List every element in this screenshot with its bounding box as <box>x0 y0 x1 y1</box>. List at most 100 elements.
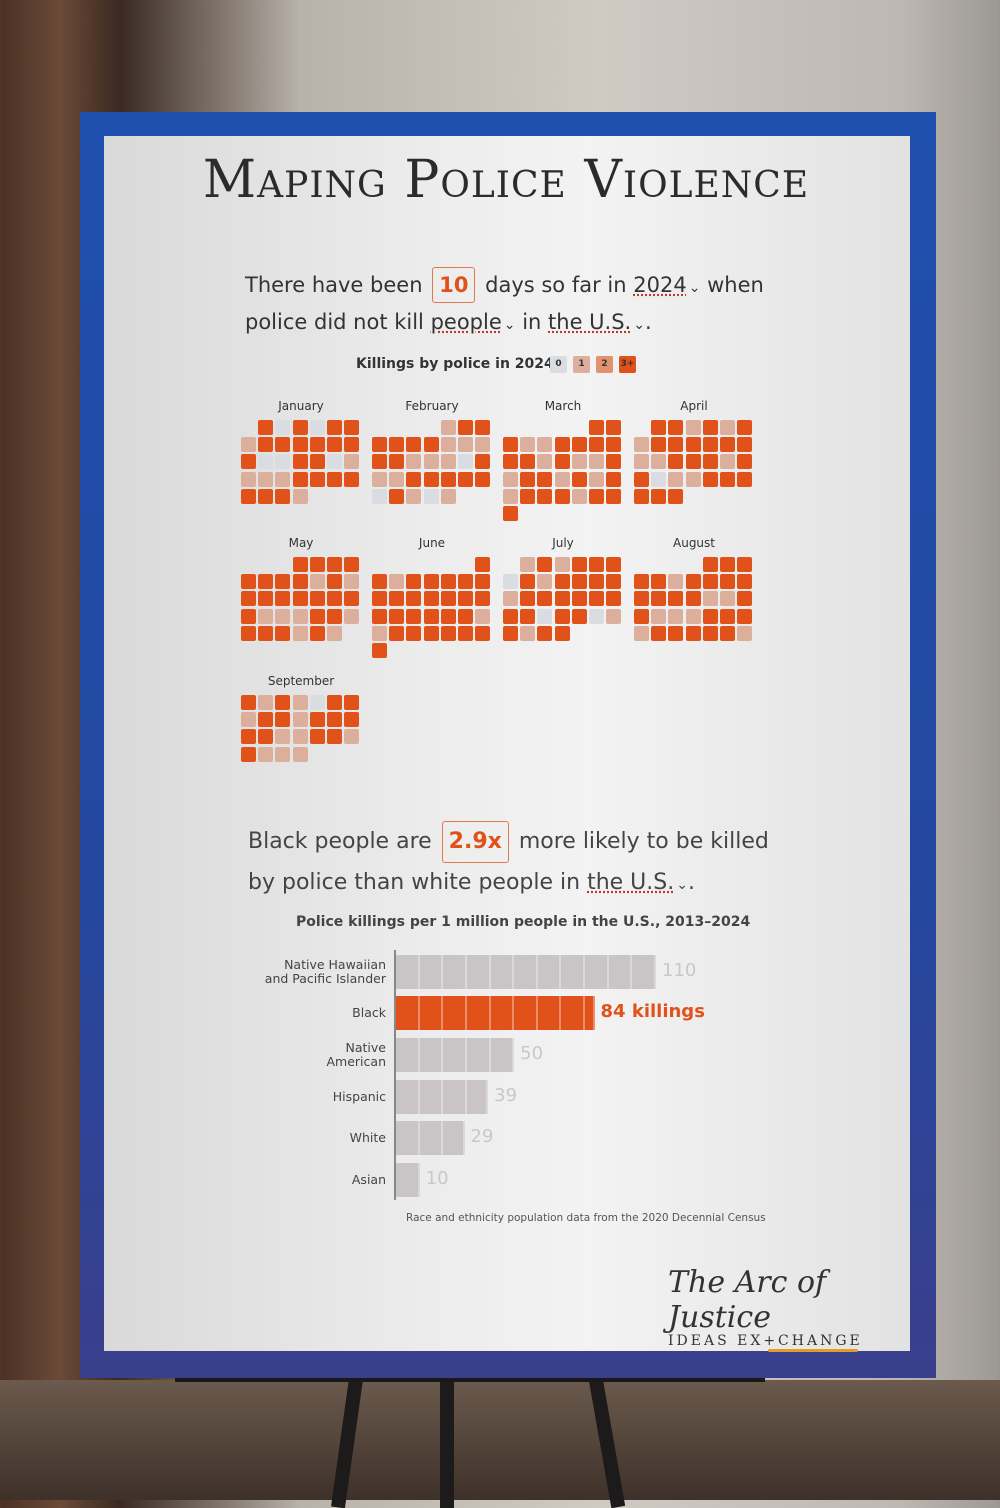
day-cell <box>606 591 622 607</box>
day-cell <box>634 454 649 470</box>
day-cell <box>372 625 387 641</box>
bar-segment <box>467 1038 491 1072</box>
day-cell <box>292 608 308 624</box>
people-dropdown[interactable]: people <box>430 310 502 334</box>
bar-segment <box>420 1038 444 1072</box>
day-cell <box>241 437 256 453</box>
value-label: 110 <box>662 960 697 981</box>
day-cell <box>406 625 422 641</box>
day-cell <box>520 591 536 607</box>
bar-segment <box>632 955 656 989</box>
day-cell <box>503 591 518 607</box>
day-cell <box>720 557 735 572</box>
day-cell <box>737 471 753 487</box>
day-cell <box>241 746 256 762</box>
day-cell <box>292 746 308 762</box>
bar-segment <box>443 955 467 989</box>
day-cell <box>344 557 360 572</box>
place-dropdown[interactable]: the U.S. <box>587 870 675 895</box>
day-cell <box>537 488 553 504</box>
bar-segment <box>396 1121 420 1155</box>
chevron-down-icon[interactable]: ⌄ <box>688 280 701 296</box>
day-cell <box>458 420 473 435</box>
chevron-down-icon[interactable]: ⌄ <box>503 317 516 333</box>
day-cell <box>651 471 667 487</box>
day-cell <box>554 557 570 572</box>
day-cell <box>606 557 622 572</box>
day-cell <box>720 608 735 624</box>
day-cell <box>571 608 587 624</box>
day-cell <box>423 608 439 624</box>
day-cell <box>440 608 456 624</box>
day-cell <box>258 471 274 487</box>
bar-segment <box>491 1038 515 1072</box>
day-cell <box>651 625 667 641</box>
day-cell <box>344 729 360 745</box>
day-cell <box>537 625 553 641</box>
day-cell <box>520 625 536 641</box>
day-cell <box>423 437 439 453</box>
day-cell <box>668 625 684 641</box>
bar-segment <box>514 996 538 1030</box>
bar-segment <box>420 1080 444 1114</box>
day-cell <box>554 591 570 607</box>
day-cell <box>344 574 360 590</box>
day-cell <box>737 591 753 607</box>
day-cell <box>702 471 718 487</box>
bar-segment <box>396 955 420 989</box>
day-cell <box>720 420 735 435</box>
day-cell <box>275 746 291 762</box>
day-cell <box>292 625 308 641</box>
day-cell <box>668 471 684 487</box>
day-cell <box>503 625 518 641</box>
day-cell <box>458 471 473 487</box>
day-cell <box>275 454 291 470</box>
bar-chart-axis <box>394 950 396 1200</box>
month-label: August <box>673 536 715 550</box>
day-cell <box>292 695 308 710</box>
day-cell <box>737 437 753 453</box>
headline-text: police did not kill <box>245 310 424 334</box>
day-cell <box>503 506 518 521</box>
bar-segment <box>561 996 586 1030</box>
place-dropdown[interactable]: the U.S. <box>548 310 632 334</box>
poster <box>104 136 910 1351</box>
day-cell <box>668 420 684 435</box>
logo-swoosh <box>768 1349 858 1352</box>
bar-segment <box>491 996 515 1030</box>
month-label: July <box>552 536 574 550</box>
day-cell <box>685 471 701 487</box>
legend-swatch: 1 <box>573 356 590 373</box>
day-cell <box>327 557 342 572</box>
headline-text: when <box>707 273 764 297</box>
day-cell <box>520 437 536 453</box>
day-cell <box>537 574 553 590</box>
bar-segment <box>538 996 562 1030</box>
day-cell <box>275 625 291 641</box>
day-cell <box>554 454 570 470</box>
day-cell <box>344 471 360 487</box>
day-cell <box>520 557 536 572</box>
day-cell <box>258 729 274 745</box>
headline: There have been 10 days so far in 2024 ⌄ … <box>245 267 764 342</box>
day-cell <box>406 437 422 453</box>
day-cell <box>275 437 291 453</box>
headline-text: in <box>522 310 542 334</box>
legend-swatch: 2 <box>596 356 613 373</box>
day-cell <box>651 488 667 504</box>
day-cell <box>423 471 439 487</box>
day-cell <box>292 488 308 504</box>
bar-segment <box>538 955 562 989</box>
day-cell <box>606 608 622 624</box>
day-cell <box>406 608 422 624</box>
legend-swatch: 3+ <box>619 356 636 373</box>
year-dropdown[interactable]: 2024 <box>633 273 687 297</box>
chevron-down-icon[interactable]: ⌄ <box>676 877 688 893</box>
day-cell <box>344 712 360 728</box>
day-cell <box>309 557 325 572</box>
day-cell <box>458 454 473 470</box>
day-cell <box>309 712 325 728</box>
day-cell <box>475 471 491 487</box>
chevron-down-icon[interactable]: ⌄ <box>633 317 645 333</box>
day-cell <box>606 437 622 453</box>
